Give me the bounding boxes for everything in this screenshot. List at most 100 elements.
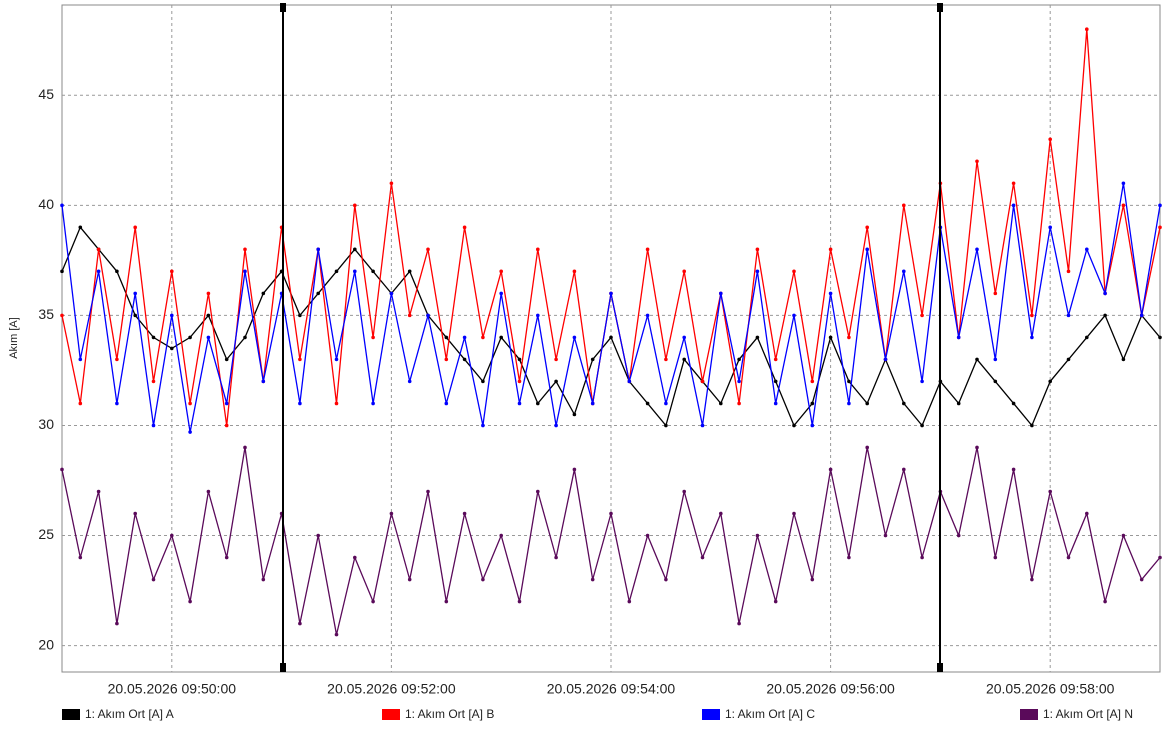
data-point	[1085, 335, 1089, 340]
data-point	[133, 225, 137, 230]
data-point	[956, 335, 961, 340]
data-point	[261, 379, 266, 384]
data-point	[627, 379, 632, 384]
data-point	[499, 269, 504, 274]
legend-swatch	[702, 709, 720, 720]
data-point	[755, 269, 760, 274]
legend-swatch	[62, 709, 80, 720]
data-point	[188, 335, 192, 340]
data-point	[682, 335, 686, 340]
data-point	[554, 379, 558, 384]
data-point	[170, 313, 174, 318]
data-point	[115, 357, 119, 362]
data-point	[426, 489, 430, 494]
data-point	[170, 533, 174, 538]
data-point	[407, 313, 412, 318]
data-point	[407, 379, 412, 384]
x-tick-label: 20.05.2026 09:52:00	[327, 681, 456, 697]
data-point	[847, 379, 851, 384]
data-point	[865, 445, 869, 450]
data-point	[188, 430, 192, 434]
data-point	[206, 313, 211, 318]
data-point	[1066, 357, 1071, 362]
data-point	[334, 401, 339, 406]
data-point	[1066, 269, 1071, 274]
data-point	[1030, 313, 1034, 318]
data-point	[828, 291, 833, 296]
data-point	[334, 357, 339, 362]
data-point	[1066, 555, 1071, 560]
data-point	[133, 313, 137, 318]
data-point	[572, 412, 577, 417]
data-point	[975, 247, 979, 252]
data-point	[298, 357, 302, 362]
data-point	[902, 203, 906, 208]
x-tick-label: 20.05.2026 09:56:00	[766, 681, 895, 697]
data-point	[719, 401, 723, 406]
data-point	[517, 379, 522, 384]
data-point	[426, 247, 430, 252]
data-point	[737, 401, 741, 406]
data-point	[60, 467, 64, 472]
data-point	[993, 291, 998, 296]
data-point	[353, 269, 357, 274]
data-point	[664, 577, 668, 582]
data-point	[499, 335, 504, 340]
data-point	[316, 247, 321, 252]
data-point	[792, 269, 796, 274]
data-point	[956, 533, 961, 538]
data-point	[1030, 423, 1034, 428]
data-point	[389, 181, 394, 186]
data-point	[755, 533, 760, 538]
legend-label: 1: Akım Ort [A] A	[85, 707, 174, 721]
data-point	[444, 599, 449, 604]
data-point	[1103, 599, 1107, 604]
data-point	[151, 577, 156, 582]
data-point	[755, 247, 760, 252]
data-point	[828, 247, 833, 252]
data-point	[224, 555, 229, 560]
data-point	[627, 599, 632, 604]
data-point	[828, 467, 833, 472]
data-point	[151, 379, 156, 384]
data-point	[224, 401, 229, 406]
data-point	[993, 379, 998, 384]
data-point	[462, 335, 467, 340]
data-point	[444, 401, 449, 406]
data-point	[700, 555, 705, 560]
data-point	[737, 621, 741, 626]
data-point	[1030, 335, 1034, 340]
data-point	[96, 489, 101, 494]
data-point	[1011, 401, 1016, 406]
data-point	[115, 401, 119, 406]
data-point	[298, 621, 302, 626]
data-point	[975, 357, 979, 362]
data-point	[517, 401, 522, 406]
y-tick-label: 35	[38, 306, 54, 322]
data-point	[1011, 467, 1016, 472]
data-point	[1011, 181, 1016, 186]
data-point	[682, 357, 686, 362]
data-point	[865, 225, 869, 230]
data-point	[261, 291, 266, 296]
data-point	[682, 269, 686, 274]
series	[60, 181, 1162, 434]
data-point	[151, 423, 156, 428]
data-point	[792, 423, 796, 428]
cursor-handle	[937, 3, 943, 12]
data-point	[224, 357, 229, 362]
legend-label: 1: Akım Ort [A] N	[1043, 707, 1133, 721]
data-point	[316, 291, 321, 296]
data-point	[773, 401, 778, 406]
data-point	[1103, 291, 1107, 296]
data-point	[700, 379, 705, 384]
data-point	[298, 313, 302, 318]
data-point	[481, 379, 485, 384]
data-point	[1158, 555, 1162, 560]
y-axis-label: Akım [A]	[8, 317, 20, 359]
data-point	[1066, 313, 1071, 318]
data-point	[810, 401, 815, 406]
data-point	[188, 401, 192, 406]
data-point	[481, 577, 485, 582]
x-tick-label: 20.05.2026 09:50:00	[108, 681, 237, 697]
